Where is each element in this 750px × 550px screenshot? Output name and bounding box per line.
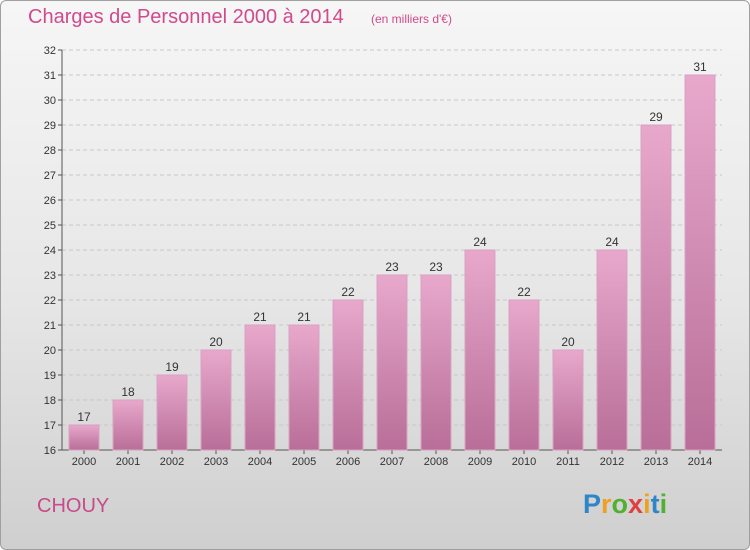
x-tick-label: 2007 xyxy=(380,456,404,468)
x-tick-label: 2014 xyxy=(688,456,712,468)
bar xyxy=(332,299,364,451)
bar xyxy=(552,349,584,451)
y-tick-label: 30 xyxy=(44,95,56,107)
data-label: 17 xyxy=(77,410,91,424)
proxiti-logo: Proxiti xyxy=(583,489,667,520)
chart-title: Charges de Personnel 2000 à 2014 xyxy=(28,6,344,28)
y-tick-label: 17 xyxy=(44,420,56,432)
y-tick-label: 32 xyxy=(44,45,56,57)
chart-subtitle: (en milliers d'€) xyxy=(371,12,452,26)
logo-letter: P xyxy=(583,489,602,519)
y-tick-label: 21 xyxy=(44,320,56,332)
data-label: 23 xyxy=(429,260,443,274)
x-tick-label: 2011 xyxy=(556,456,580,468)
data-label: 29 xyxy=(649,110,663,124)
town-name: CHOUY xyxy=(37,495,110,517)
logo-letter: x xyxy=(628,489,644,519)
y-tick-label: 26 xyxy=(44,195,56,207)
y-tick-label: 29 xyxy=(44,120,56,132)
x-tick-label: 2010 xyxy=(512,456,536,468)
data-label: 24 xyxy=(473,235,487,249)
x-tick-label: 2003 xyxy=(204,456,228,468)
bar xyxy=(508,299,540,451)
bar xyxy=(156,374,188,451)
data-label: 19 xyxy=(165,360,179,374)
data-label: 21 xyxy=(253,310,267,324)
y-tick-label: 25 xyxy=(44,220,56,232)
y-tick-label: 23 xyxy=(44,270,56,282)
y-tick-label: 18 xyxy=(44,395,56,407)
y-tick-label: 19 xyxy=(44,370,56,382)
data-label: 20 xyxy=(561,335,575,349)
logo-letter: i xyxy=(659,489,668,519)
x-tick-label: 2002 xyxy=(160,456,184,468)
data-label: 18 xyxy=(121,385,135,399)
x-tick-label: 2012 xyxy=(600,456,624,468)
bar xyxy=(288,324,320,451)
y-tick-label: 24 xyxy=(44,245,56,257)
data-label: 31 xyxy=(693,60,707,74)
y-tick-label: 27 xyxy=(44,170,56,182)
x-tick-label: 2013 xyxy=(644,456,668,468)
bar xyxy=(640,124,672,451)
y-tick-label: 22 xyxy=(44,295,56,307)
logo-letter: i xyxy=(643,489,651,519)
logo-letter: r xyxy=(601,489,612,519)
logo-letter: o xyxy=(611,489,629,519)
x-tick-label: 2005 xyxy=(292,456,316,468)
data-label: 20 xyxy=(209,335,223,349)
logo-letter: t xyxy=(650,489,660,519)
bar xyxy=(112,399,144,451)
y-tick-label: 16 xyxy=(44,445,56,457)
bar xyxy=(244,324,276,451)
x-tick-label: 2008 xyxy=(424,456,448,468)
data-label: 22 xyxy=(341,285,355,299)
x-tick-label: 2001 xyxy=(116,456,140,468)
x-tick-label: 2006 xyxy=(336,456,360,468)
data-label: 23 xyxy=(385,260,399,274)
bar xyxy=(200,349,232,451)
bar xyxy=(376,274,408,451)
bar xyxy=(68,424,100,451)
bar xyxy=(684,74,716,451)
x-tick-label: 2004 xyxy=(248,456,272,468)
data-label: 24 xyxy=(605,235,619,249)
bar xyxy=(596,249,628,451)
x-tick-label: 2009 xyxy=(468,456,492,468)
y-tick-label: 28 xyxy=(44,145,56,157)
y-tick-label: 31 xyxy=(44,70,56,82)
bar xyxy=(420,274,452,451)
data-label: 21 xyxy=(297,310,311,324)
x-tick-label: 2000 xyxy=(72,456,96,468)
data-label: 22 xyxy=(517,285,531,299)
y-tick-label: 20 xyxy=(44,345,56,357)
bar xyxy=(464,249,496,451)
